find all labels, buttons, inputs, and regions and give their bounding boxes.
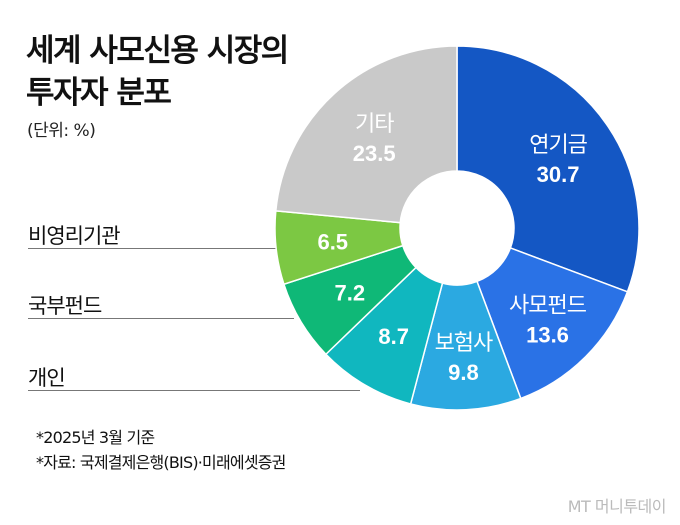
slice-value: 8.7 xyxy=(378,324,409,349)
slice-label-6: 기타 23.5 xyxy=(353,112,396,166)
slice-value: 9.8 xyxy=(448,360,479,385)
slice-label-0: 연기금 30.7 xyxy=(529,133,588,187)
chart-title: 세계 사모신용 시장의 투자자 분포 xyxy=(26,30,289,114)
publisher-logo: MT 머니투데이 xyxy=(567,497,667,516)
side-label-nonprofit: 비영리기관 xyxy=(28,224,121,248)
slice-6 xyxy=(274,45,458,224)
slice-value: 13.6 xyxy=(526,323,569,348)
slice-name: 기타 xyxy=(355,112,394,137)
slice-name: 보험사 xyxy=(435,331,493,356)
slice-label-2: 보험사 9.8 xyxy=(435,331,494,385)
leader-line-individual xyxy=(28,390,360,391)
slice-value: 30.7 xyxy=(537,162,580,187)
side-label-individual: 개인 xyxy=(28,366,66,390)
slice-label-3: 8.7 xyxy=(378,324,409,349)
slice-label-5: 6.5 xyxy=(317,230,348,255)
side-label-sovereign: 국부펀드 xyxy=(28,294,102,318)
slice-0 xyxy=(456,45,640,293)
footnote-source: *자료: 국제결제은행(BIS)·미래에셋증권 xyxy=(36,453,286,472)
slice-name: 연기금 xyxy=(529,133,587,158)
footnote-date: *2025년 3월 기준 xyxy=(36,428,155,447)
unit-label: (단위: %) xyxy=(27,121,96,141)
leader-line-sovereign xyxy=(28,318,294,319)
slice-value: 23.5 xyxy=(353,141,396,166)
slice-label-1: 사모펀드 13.6 xyxy=(509,294,588,348)
slice-value: 6.5 xyxy=(317,230,348,255)
slice-value: 7.2 xyxy=(335,280,366,305)
title-line-1: 세계 사모신용 시장의 xyxy=(26,33,289,69)
slice-label-4: 7.2 xyxy=(335,280,366,305)
leader-line-nonprofit xyxy=(28,248,278,249)
slice-name: 사모펀드 xyxy=(509,294,587,319)
slice-1 xyxy=(476,247,629,400)
title-line-2: 투자자 분포 xyxy=(26,75,172,111)
